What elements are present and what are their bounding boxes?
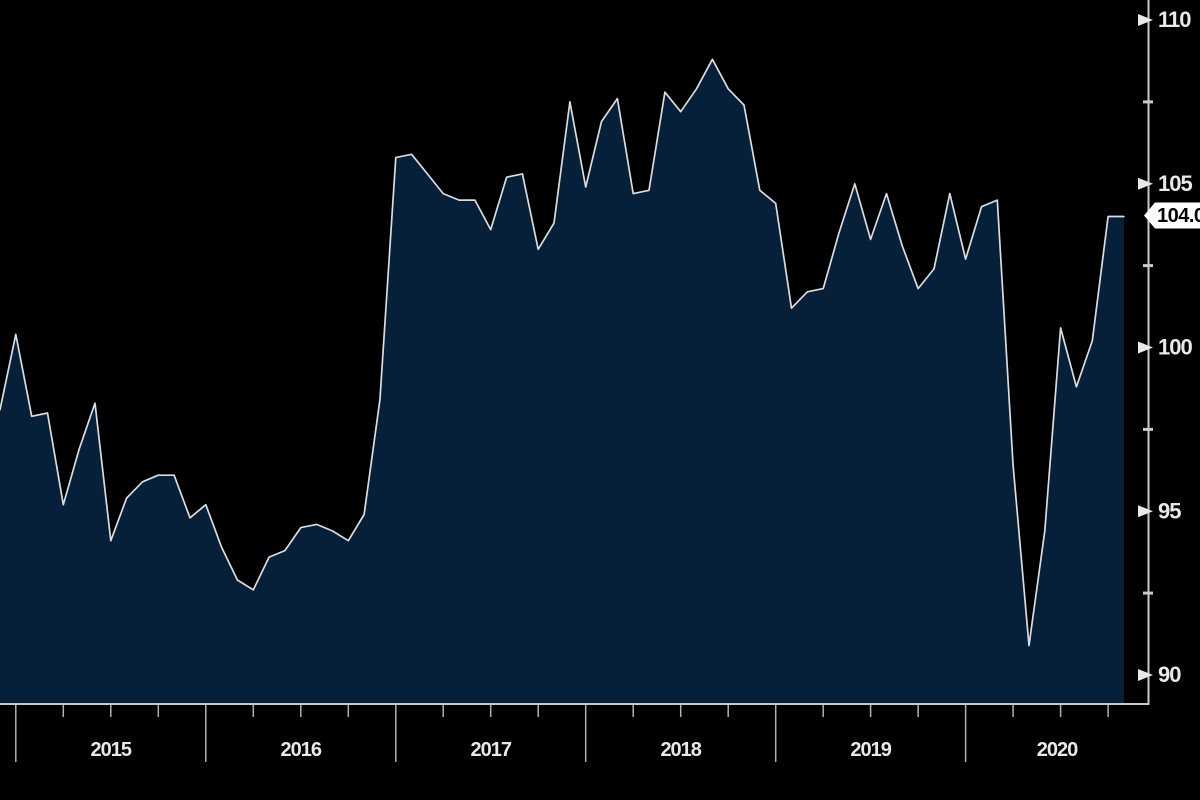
last-price-badge-shape xyxy=(1144,202,1200,229)
y-minor-tick xyxy=(1143,427,1153,431)
axis-labels: 2015 2016 2017 2018 2019 2020 110 105 100 95 90 xyxy=(91,7,1194,761)
x-axis-year-label-2015: 2015 xyxy=(91,739,132,761)
price-line xyxy=(0,58,1125,647)
y-minor-tick xyxy=(1143,100,1153,104)
x-axis-year-label-2018: 2018 xyxy=(660,739,701,761)
x-axis-year-label-2020: 2020 xyxy=(1037,739,1078,761)
area-series xyxy=(0,58,1125,704)
y-axis-label-100: 100 xyxy=(1158,335,1192,360)
y-tick-arrow-icon xyxy=(1138,669,1153,681)
y-minor-tick xyxy=(1143,591,1153,595)
axes xyxy=(0,0,1153,762)
y-tick-arrow-icon xyxy=(1138,14,1153,26)
x-axis-year-label-2016: 2016 xyxy=(281,739,322,761)
y-tick-arrow-icon xyxy=(1138,341,1153,354)
y-tick-arrow-icon xyxy=(1138,505,1153,518)
y-tick-arrow-icon xyxy=(1138,177,1153,190)
y-axis-label-105: 105 xyxy=(1158,171,1192,196)
y-minor-tick xyxy=(1143,264,1153,268)
x-axis-year-label-2017: 2017 xyxy=(471,739,512,761)
last-price-value: 104.0 xyxy=(1157,205,1200,227)
last-price-badge: 104.0 xyxy=(1144,202,1200,229)
y-axis-label-95: 95 xyxy=(1158,498,1181,523)
y-axis-label-90: 90 xyxy=(1158,662,1181,687)
y-axis-label-110: 110 xyxy=(1158,7,1191,32)
footer-bar: SBOITOTL Index (NFIB Small Business Opti… xyxy=(0,762,1200,800)
x-axis-year-label-2019: 2019 xyxy=(850,739,891,761)
area-fill xyxy=(0,59,1124,704)
